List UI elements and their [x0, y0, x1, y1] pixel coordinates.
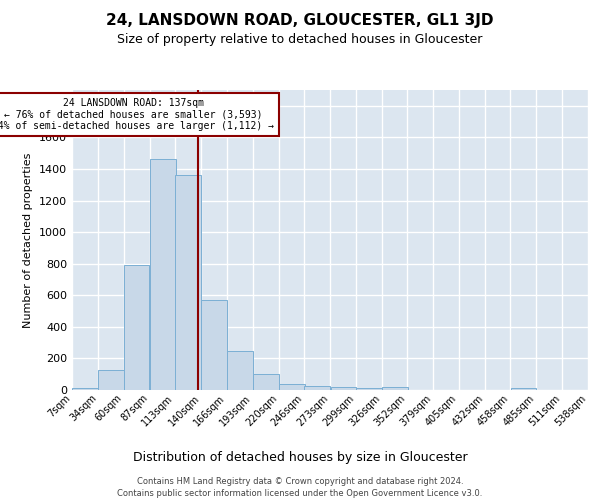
Bar: [253, 374, 279, 390]
Text: 24 LANSDOWN ROAD: 137sqm
← 76% of detached houses are smaller (3,593)
24% of sem: 24 LANSDOWN ROAD: 137sqm ← 76% of detach…: [0, 98, 274, 131]
Bar: [279, 384, 305, 390]
Text: Distribution of detached houses by size in Gloucester: Distribution of detached houses by size …: [133, 451, 467, 464]
Text: Size of property relative to detached houses in Gloucester: Size of property relative to detached ho…: [118, 32, 482, 46]
Bar: [331, 387, 356, 390]
Bar: [511, 388, 536, 390]
Bar: [356, 388, 382, 390]
Bar: [72, 388, 98, 390]
Bar: [150, 160, 176, 390]
Text: Contains public sector information licensed under the Open Government Licence v3: Contains public sector information licen…: [118, 490, 482, 498]
Bar: [124, 266, 149, 390]
Bar: [382, 387, 408, 390]
Bar: [227, 352, 253, 390]
Bar: [202, 300, 227, 390]
Y-axis label: Number of detached properties: Number of detached properties: [23, 152, 34, 328]
Text: 24, LANSDOWN ROAD, GLOUCESTER, GL1 3JD: 24, LANSDOWN ROAD, GLOUCESTER, GL1 3JD: [106, 12, 494, 28]
Bar: [98, 370, 124, 390]
Text: Contains HM Land Registry data © Crown copyright and database right 2024.: Contains HM Land Registry data © Crown c…: [137, 476, 463, 486]
Bar: [304, 386, 330, 390]
Bar: [175, 176, 201, 390]
